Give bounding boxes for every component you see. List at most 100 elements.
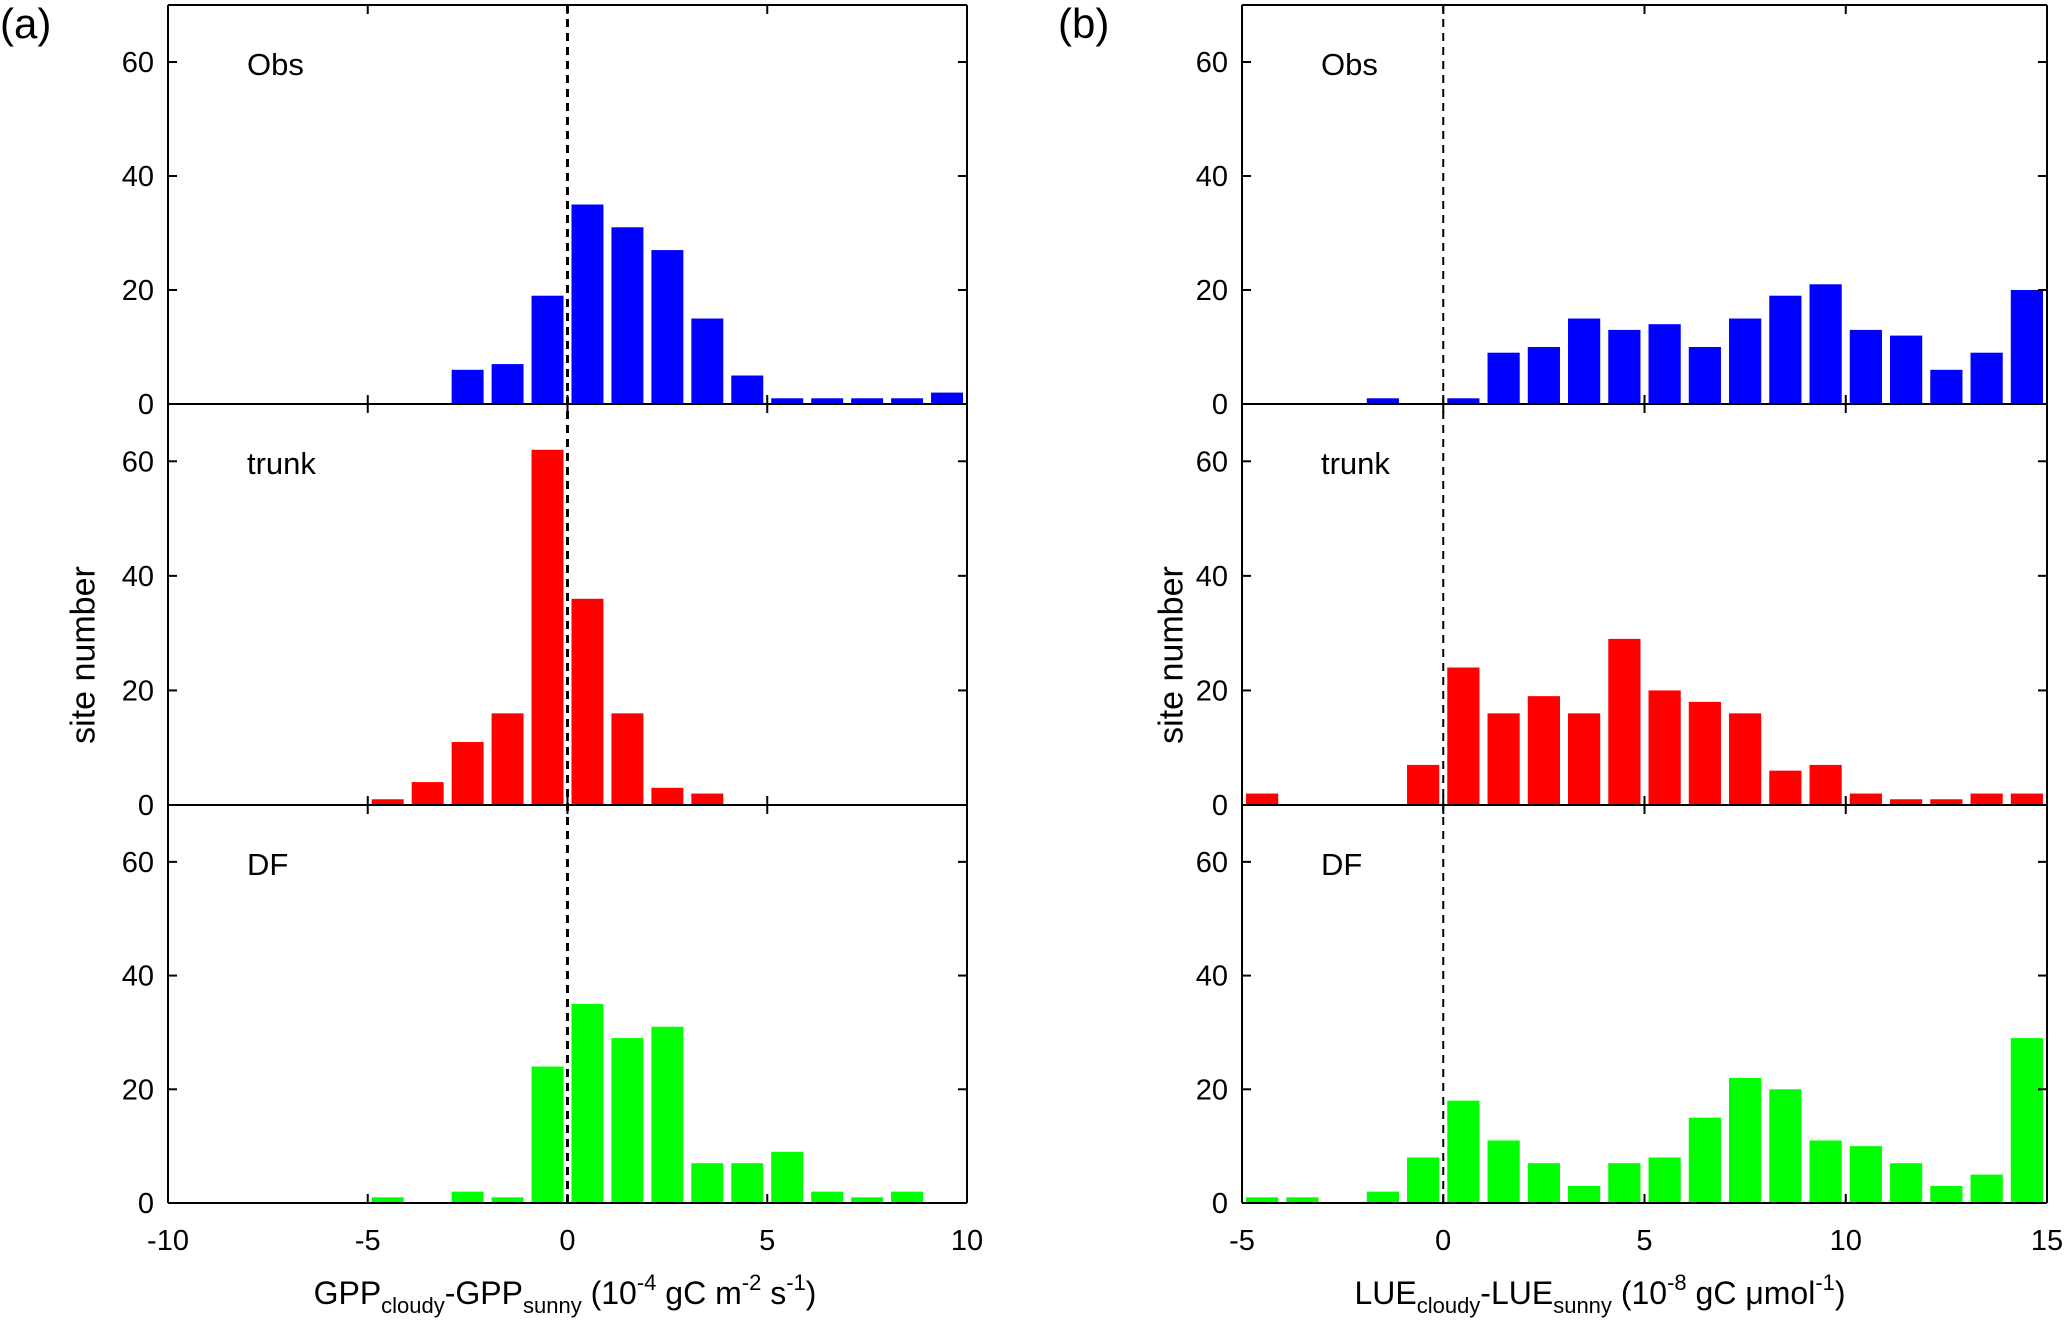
panel-a-trunk-bar <box>371 799 404 805</box>
panel-a-obs-bar <box>931 392 964 404</box>
panel-b-x-tick-label: -5 <box>1229 1225 1255 1257</box>
panel-a-trunk-bar <box>571 598 604 805</box>
panel-b-trunk-bar <box>1970 793 2003 805</box>
panel-b-df-bar <box>1688 1117 1721 1203</box>
panel-a-obs-bar <box>571 204 604 404</box>
panel-a-df-bar <box>891 1191 924 1203</box>
panel-b-obs-bar <box>1527 347 1560 404</box>
panel-b-trunk-bar <box>1608 638 1641 805</box>
panel-a-trunk-bar <box>691 793 724 805</box>
panel-a-df-bar <box>771 1151 804 1203</box>
panel-b-obs-bar <box>1648 324 1681 404</box>
panel-a-obs-bar <box>771 398 804 404</box>
panel-b-df-bar <box>1407 1157 1440 1203</box>
panel-b-trunk-bar <box>2010 793 2043 805</box>
panel-a-df-y-tick-label: 40 <box>122 961 154 993</box>
panel-b-obs-bar <box>1729 318 1762 404</box>
panel-a-df-bar <box>611 1038 644 1203</box>
panel-b-df-bar <box>2010 1038 2043 1203</box>
panel-a-label: (a) <box>0 0 52 47</box>
panel-a-trunk-bar <box>411 782 444 805</box>
panel-b-obs-bar <box>1809 284 1842 404</box>
panel-a-trunk-y-tick-label: 20 <box>122 675 154 707</box>
panel-a-df-series-label: DF <box>247 847 288 882</box>
panel-b-obs-bar <box>1608 329 1641 404</box>
panel-a-obs-bar <box>691 318 724 404</box>
panel-a-trunk-bar <box>451 741 484 805</box>
panel-b-trunk-bar <box>1930 799 1963 805</box>
panel-b-trunk-bar <box>1568 713 1601 805</box>
panel-b-x-tick-label: 5 <box>1636 1225 1652 1257</box>
panel-b-df-y-tick-label: 20 <box>1196 1074 1228 1106</box>
panel-a-trunk-bar <box>531 449 564 805</box>
panel-b-x-tick-label: 15 <box>2031 1225 2063 1257</box>
panel-a-df-bar <box>571 1004 604 1203</box>
panel-b-trunk-y-tick-label: 40 <box>1196 561 1228 593</box>
panel-b-obs-bar <box>1769 295 1802 404</box>
panel-a-df-bar <box>731 1163 764 1203</box>
panel-a-trunk-y-tick-label: 0 <box>138 790 154 822</box>
panel-b-trunk-bar <box>1407 764 1440 805</box>
panel-b-obs-bar <box>1487 352 1520 404</box>
panel-a-trunk-bar <box>491 713 524 805</box>
panel-b-obs-bar <box>1568 318 1601 404</box>
panel-b-obs-bar <box>1890 335 1923 404</box>
panel-b-x-tick-label: 0 <box>1435 1225 1451 1257</box>
panel-b-x-tick-label: 10 <box>1830 1225 1862 1257</box>
panel-a-x-tick-label: -5 <box>355 1225 381 1257</box>
panel-b-obs-y-tick-label: 40 <box>1196 161 1228 193</box>
panel-b-obs-y-tick-label: 60 <box>1196 47 1228 79</box>
panel-a-obs-bar <box>491 364 524 404</box>
panel-b-trunk-y-tick-label: 20 <box>1196 675 1228 707</box>
panel-b-df-y-tick-label: 0 <box>1212 1188 1228 1220</box>
panel-b-label: (b) <box>1058 0 1110 47</box>
panel-b-df-y-tick-label: 40 <box>1196 961 1228 993</box>
panel-b-trunk-bar <box>1648 690 1681 805</box>
panel-a-obs-bar <box>451 369 484 404</box>
panel-a-obs-bar <box>891 398 924 404</box>
panel-b-df-bar <box>1286 1197 1319 1203</box>
panel-a-obs-series-label: Obs <box>247 47 304 82</box>
panel-b-df-bar <box>1487 1140 1520 1203</box>
panel-a-df-y-tick-label: 20 <box>122 1074 154 1106</box>
panel-b-df-series-label: DF <box>1321 847 1362 882</box>
panel-b-df-bar <box>1930 1185 1963 1203</box>
panel-b-trunk-bar <box>1769 770 1802 805</box>
panel-b-df-bar <box>1729 1077 1762 1203</box>
panel-b-obs-series-label: Obs <box>1321 47 1378 82</box>
panel-a-x-tick-label: 0 <box>559 1225 575 1257</box>
panel-b-df-bar <box>1970 1174 2003 1203</box>
panel-a-trunk-y-tick-label: 60 <box>122 446 154 478</box>
panel-b-trunk-series-label: trunk <box>1321 446 1390 481</box>
panel-b-trunk-bar <box>1809 764 1842 805</box>
panel-a-obs-bar <box>731 375 764 404</box>
panel-b-obs-bar <box>1970 352 2003 404</box>
panel-a-trunk-series-label: trunk <box>247 446 316 481</box>
panel-b-obs-bar <box>1366 398 1399 404</box>
panel-a-df-bar <box>491 1197 524 1203</box>
panel-a-df-bar <box>451 1191 484 1203</box>
panel-b-obs-bar <box>1447 398 1480 404</box>
panel-b-obs-bar <box>2010 290 2043 404</box>
panel-b-df-bar <box>1568 1185 1601 1203</box>
panel-b-df-bar <box>1809 1140 1842 1203</box>
panel-a-df-bar <box>371 1197 404 1203</box>
panel-a-df-bar <box>851 1197 884 1203</box>
panel-b-obs-y-tick-label: 20 <box>1196 275 1228 307</box>
panel-b-trunk-y-tick-label: 60 <box>1196 446 1228 478</box>
panel-b-df-bar <box>1608 1163 1641 1203</box>
panel-a-x-tick-label: 5 <box>759 1225 775 1257</box>
panel-b-trunk-bar <box>1487 713 1520 805</box>
panel-a-df-bar <box>531 1066 564 1203</box>
panel-a-df-y-tick-label: 60 <box>122 847 154 879</box>
panel-b-df-bar <box>1447 1100 1480 1203</box>
panel-a-trunk-y-tick-label: 40 <box>122 561 154 593</box>
panel-b-df-bar <box>1246 1197 1279 1203</box>
panel-a-obs-bar <box>651 250 684 404</box>
panel-b-x-axis-label: LUEcloudy-LUEsunny (10-8 gC μmol-1) <box>1354 1270 1846 1318</box>
panel-b-trunk-bar <box>1246 793 1279 805</box>
panel-a-obs-y-tick-label: 20 <box>122 275 154 307</box>
panel-b-df-y-tick-label: 60 <box>1196 847 1228 879</box>
panel-b-trunk-bar <box>1688 701 1721 805</box>
